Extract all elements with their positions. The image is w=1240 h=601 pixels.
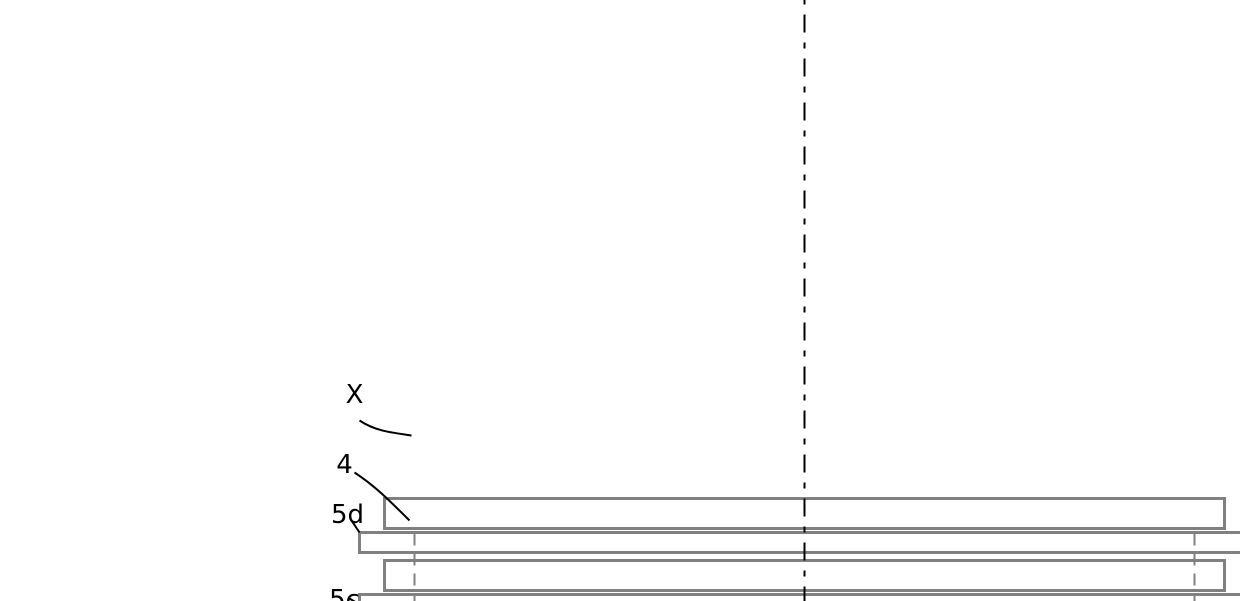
callout-leader-X	[360, 421, 412, 436]
callout-label-X: X	[346, 380, 364, 410]
outer-bar-5d	[360, 533, 1240, 553]
callout-label-5c: 5c	[329, 585, 360, 601]
outer-bar-5c	[360, 595, 1240, 601]
diagram-canvas: X45d5c5b5a21	[0, 0, 1240, 601]
callout-label-group-5d: 5d	[331, 500, 364, 530]
callout-label-4: 4	[336, 450, 353, 480]
callout-label-group-5c: 5c	[329, 585, 360, 601]
callout-label-group-4: 4	[336, 450, 353, 480]
diagram-rotated-group: X45d5c5b5a21	[328, 0, 1240, 601]
callout-label-5d: 5d	[331, 500, 364, 530]
callout-label-group-X: X	[346, 380, 364, 410]
